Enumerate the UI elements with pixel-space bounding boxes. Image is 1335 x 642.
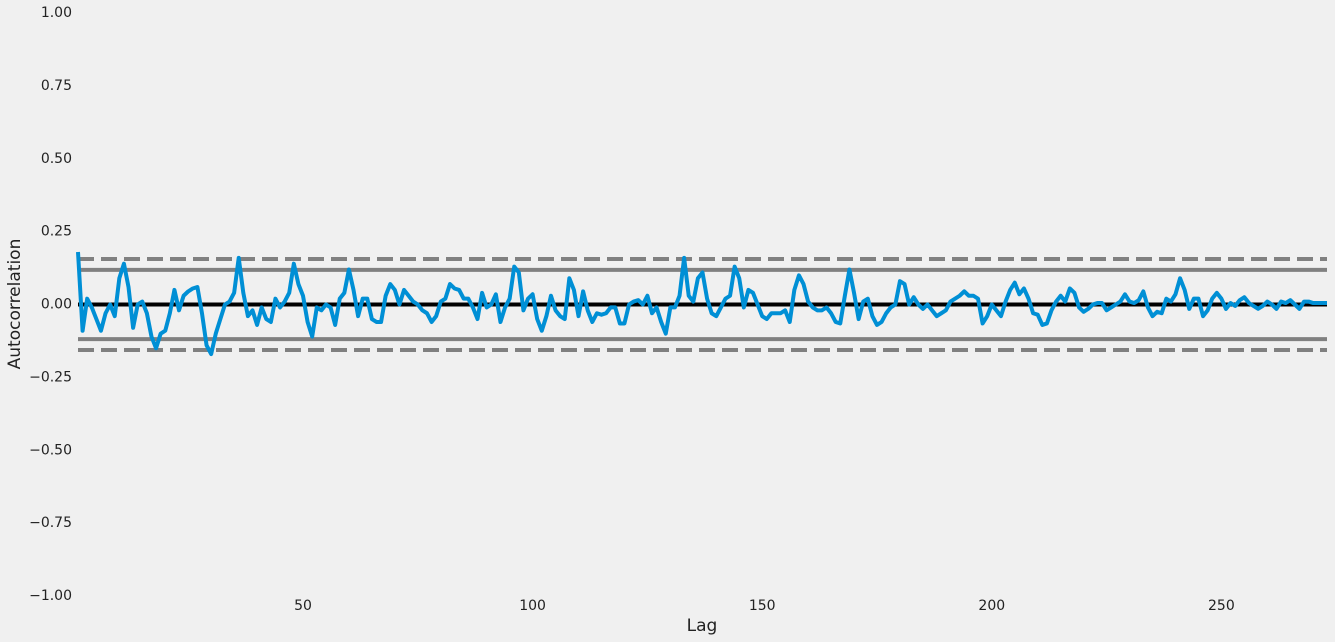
y-tick-label: −0.75 (29, 515, 72, 531)
x-tick-label: 250 (1208, 598, 1235, 614)
x-axis-label: Lag (687, 616, 718, 636)
y-tick-label: 1.00 (41, 5, 72, 21)
x-tick-label: 50 (294, 598, 312, 614)
y-tick-label: 0.25 (41, 224, 72, 240)
y-tick-label: 0.00 (41, 297, 72, 313)
y-tick-label: 0.75 (41, 78, 72, 94)
x-tick-label: 150 (749, 598, 776, 614)
autocorrelation-line (76, 251, 1327, 357)
y-tick-label: 0.50 (41, 151, 72, 167)
y-tick-label: −0.25 (29, 369, 72, 385)
x-tick-label: 100 (519, 598, 546, 614)
x-tick-label: 200 (978, 598, 1005, 614)
y-tick-label: −0.50 (29, 442, 72, 458)
y-tick-label: −1.00 (29, 588, 72, 604)
y-axis-label: Autocorrelation (5, 239, 25, 370)
